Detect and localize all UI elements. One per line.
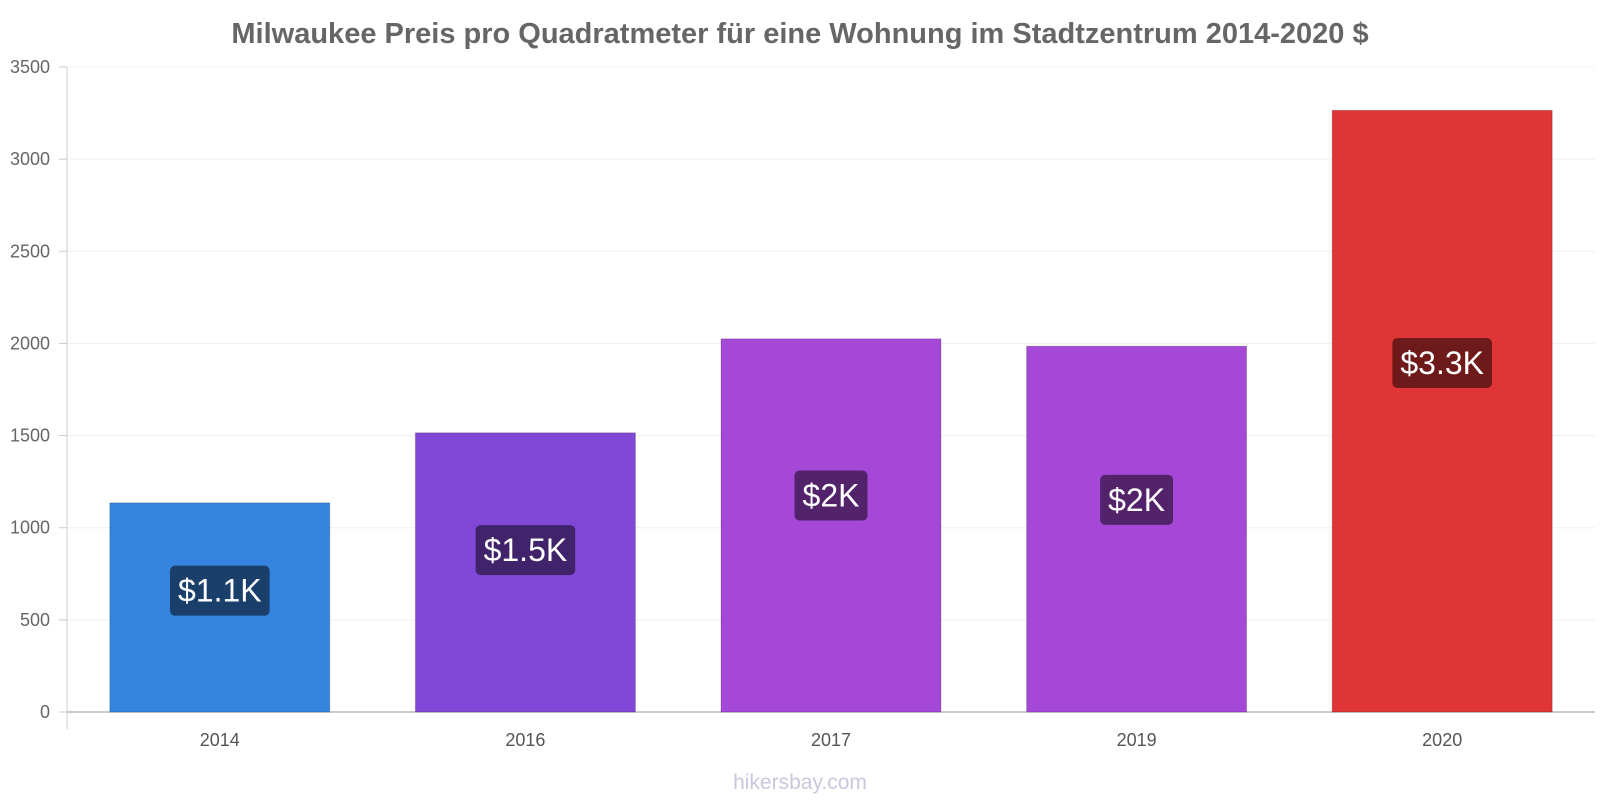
y-tick-label: 500: [20, 610, 50, 630]
x-tick-label: 2019: [1117, 730, 1157, 750]
bar-2019: [1026, 345, 1248, 713]
value-label-background: [1392, 338, 1493, 389]
value-label-2017: $2K: [794, 470, 868, 521]
value-label-2019: $2K: [1100, 474, 1174, 525]
y-tick-label: 0: [40, 702, 50, 722]
chart-title: Milwaukee Preis pro Quadratmeter für ein…: [231, 18, 1368, 50]
x-tick-label: 2020: [1422, 730, 1462, 750]
y-tick-label: 2000: [10, 333, 50, 353]
value-label-2020: $3.3K: [1392, 338, 1493, 389]
y-tick-label: 3000: [10, 149, 50, 169]
bar-2017: [720, 338, 942, 713]
y-tick-label: 2500: [10, 241, 50, 261]
value-label-text: $1.5K: [484, 532, 568, 568]
value-label-text: $1.1K: [178, 573, 262, 609]
bars: [109, 109, 1553, 713]
y-tick-label: 3500: [10, 57, 50, 77]
value-label-background: [794, 470, 868, 521]
value-label-2014: $1.1K: [169, 565, 270, 616]
value-labels: $1.1K $1.5K $2K $2K $3.3K: [169, 338, 1493, 616]
value-label-background: [1100, 474, 1174, 525]
value-label-2016: $1.5K: [475, 525, 576, 576]
x-tick-label: 2014: [200, 730, 240, 750]
bar-2020: [1331, 109, 1553, 713]
x-tick-label: 2016: [505, 730, 545, 750]
y-tick-label: 1000: [10, 518, 50, 538]
x-tick-label: 2017: [811, 730, 851, 750]
y-tick-label: 1500: [10, 426, 50, 446]
value-label-text: $2K: [1108, 482, 1165, 518]
value-label-background: [475, 525, 576, 576]
value-label-text: $2K: [803, 478, 860, 514]
value-label-background: [169, 565, 270, 616]
value-label-text: $3.3K: [1400, 345, 1484, 381]
watermark: hikersbay.com: [733, 771, 867, 794]
